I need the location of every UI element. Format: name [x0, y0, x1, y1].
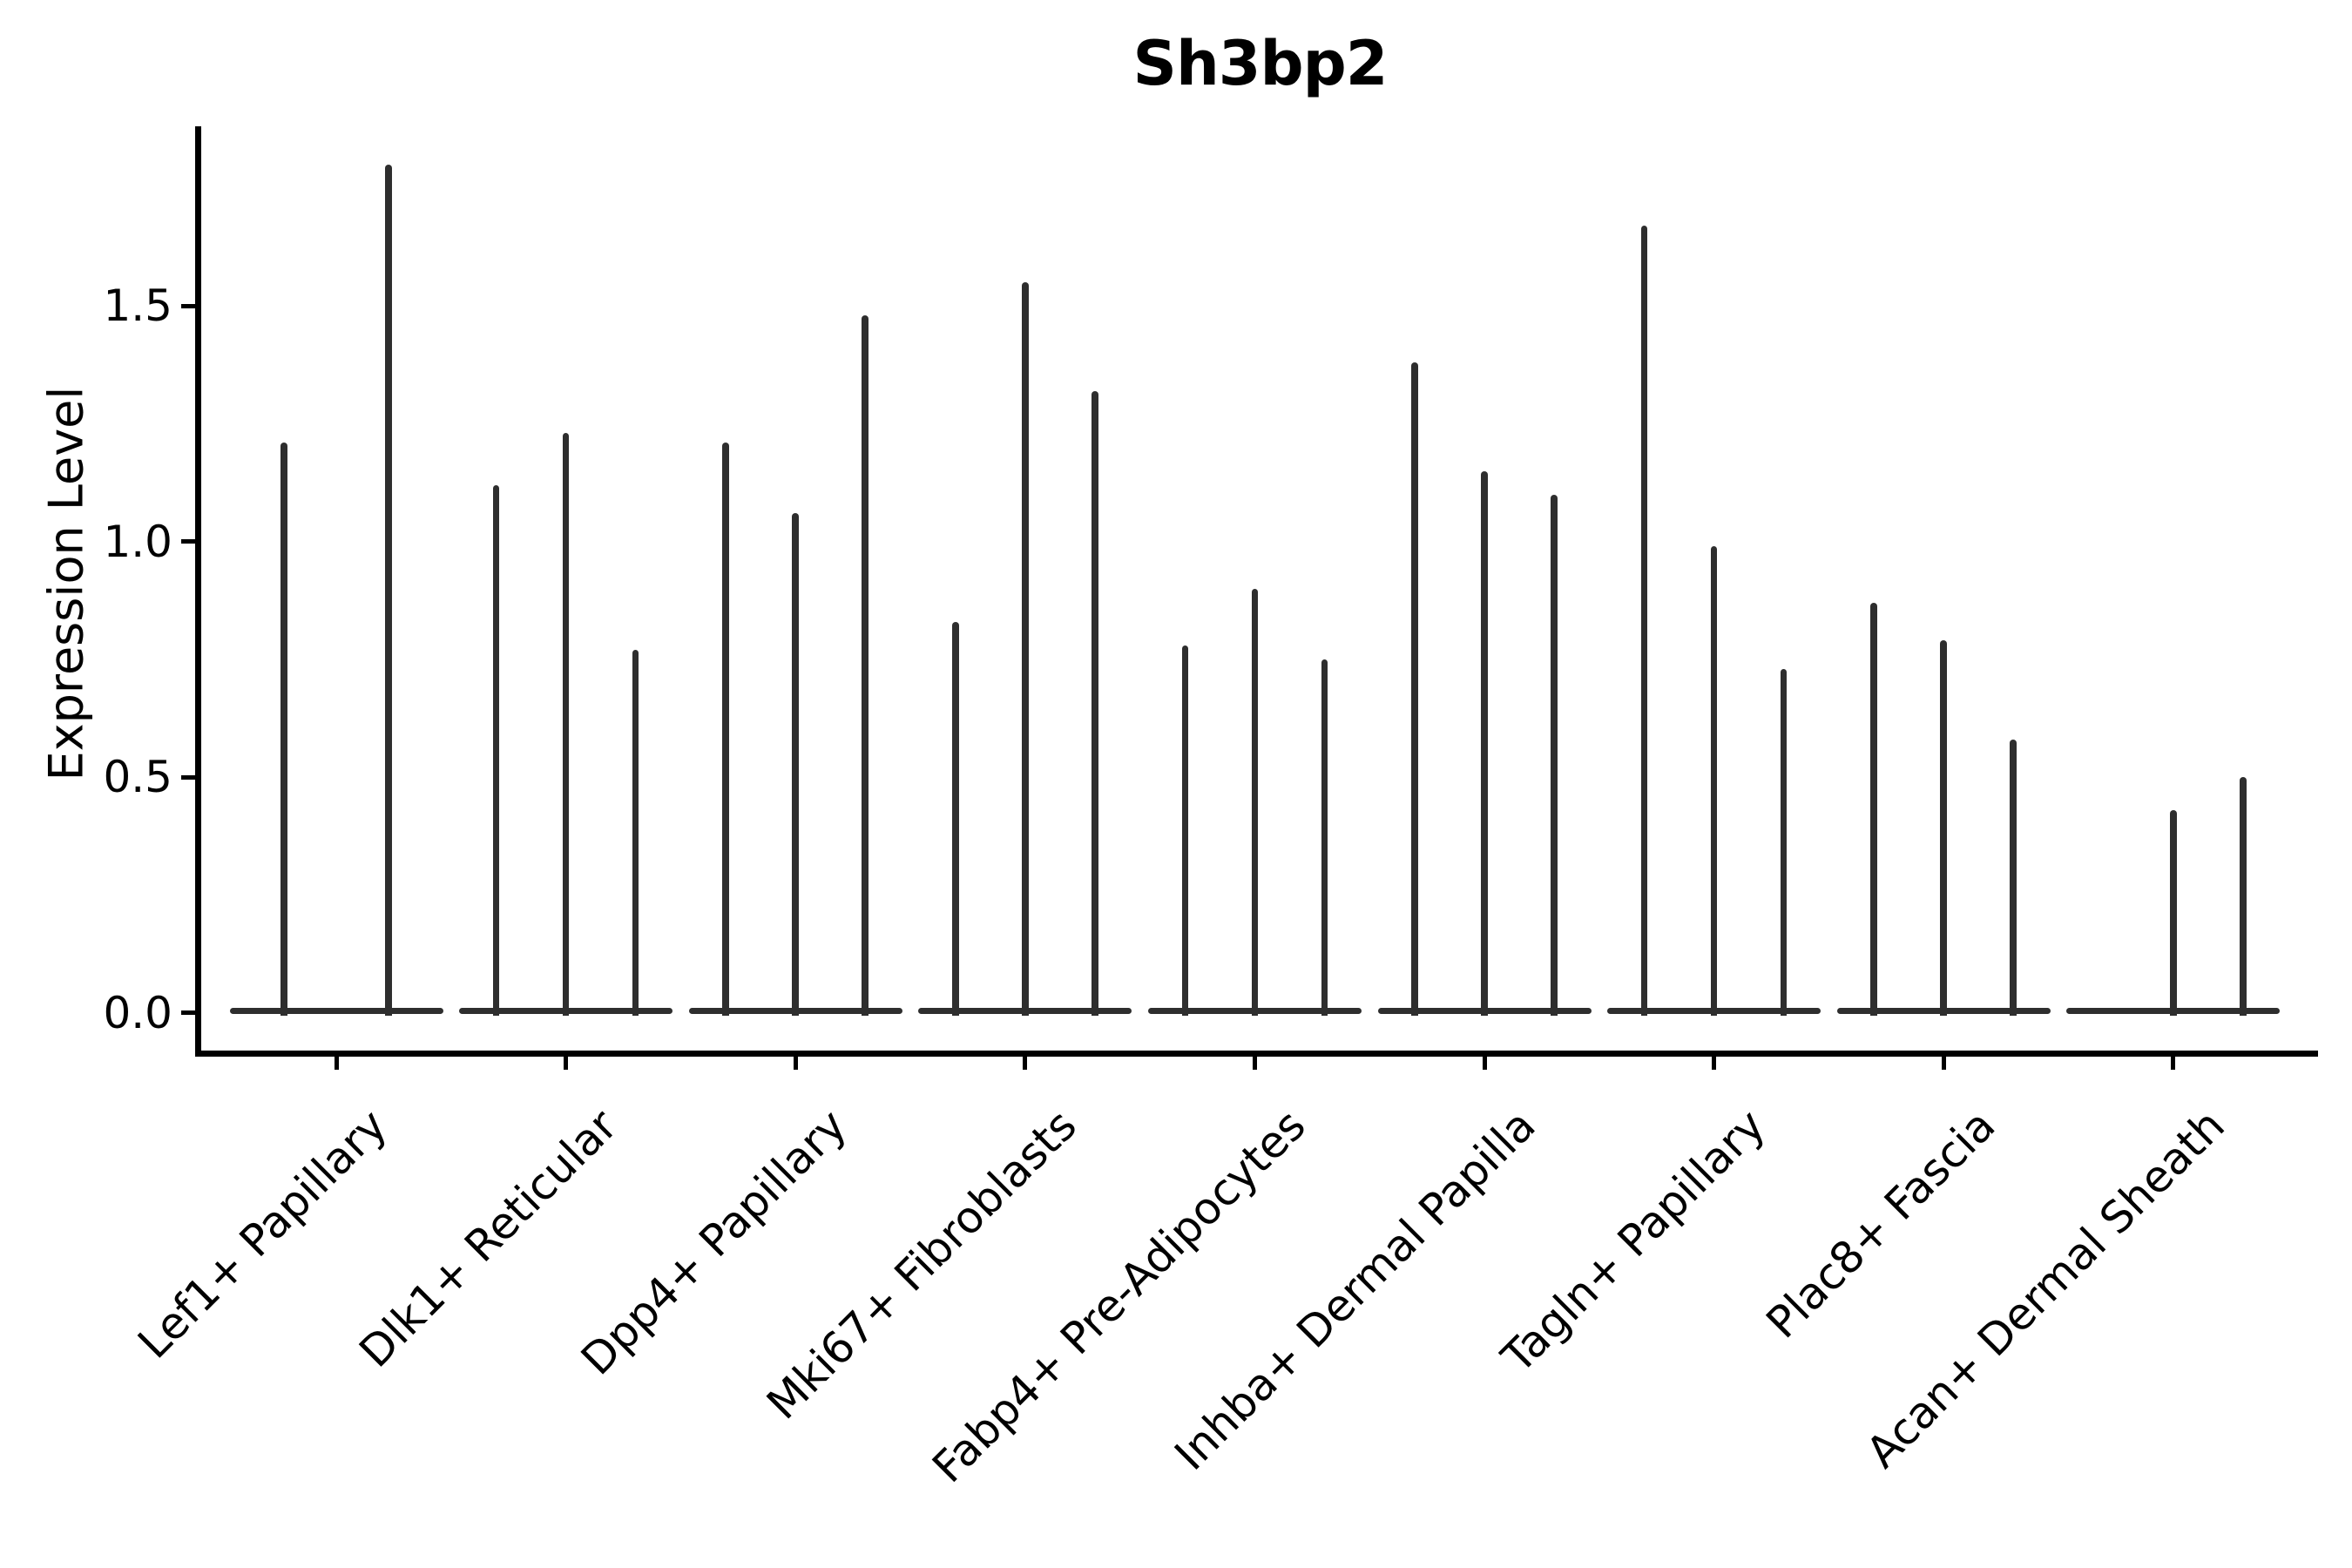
violin-needle [1780, 668, 1788, 1017]
chart-title: Sh3bp2 [1132, 28, 1389, 99]
violin-needle [632, 650, 639, 1017]
violin-needle [492, 484, 500, 1017]
violin-needle [562, 433, 570, 1017]
violin-needle [1181, 645, 1189, 1017]
x-axis-tick [334, 1056, 339, 1070]
violin-needle [1022, 282, 1029, 1017]
y-axis-tick [181, 539, 195, 544]
x-axis-tick [2171, 1056, 2176, 1070]
violin-needle [1640, 226, 1648, 1017]
y-axis-tick-label: 0.0 [103, 987, 172, 1038]
y-axis-tick [181, 1010, 195, 1015]
y-axis-tick-label: 1.0 [103, 516, 172, 567]
violin-needle [1481, 470, 1488, 1017]
y-axis-tick-label: 0.5 [103, 752, 172, 803]
x-axis-spine [194, 1051, 2318, 1057]
violin-needle [862, 315, 868, 1017]
y-axis-tick-label: 1.5 [103, 280, 172, 332]
y-axis-spine [194, 126, 201, 1057]
x-axis-tick-label: Lef1+ Papillary [128, 1099, 397, 1369]
violin-needle [792, 513, 799, 1017]
x-axis-tick [793, 1056, 798, 1070]
violin-baseline [229, 1007, 443, 1014]
x-axis-tick-label: Fabp4+ Pre-Adipocytes [923, 1099, 1316, 1493]
x-axis-tick [1712, 1056, 1717, 1070]
violin-needle [1411, 362, 1418, 1017]
x-axis-tick [1941, 1056, 1946, 1070]
violin-needle [1551, 494, 1558, 1017]
violin-needle [1870, 603, 1877, 1017]
violin-needle [2010, 739, 2017, 1017]
violin-needle [722, 443, 729, 1017]
violin-needle [2240, 777, 2247, 1017]
x-axis-tick-label: Plac8+ Fascia [1756, 1099, 2004, 1348]
x-axis-tick [1482, 1056, 1487, 1070]
violin-needle [1940, 640, 1947, 1017]
x-axis-tick [564, 1056, 569, 1070]
violin-needle [1321, 659, 1328, 1017]
y-axis-tick [181, 303, 195, 308]
violin-needle [1710, 546, 1718, 1017]
y-axis-label: Expression Level [38, 386, 94, 781]
violin-needle [385, 165, 392, 1017]
violin-needle [1092, 390, 1098, 1017]
x-axis-tick [1252, 1056, 1257, 1070]
violin-needle [2170, 809, 2177, 1017]
violin-needle [952, 621, 959, 1017]
x-axis-tick [1023, 1056, 1028, 1070]
violin-needle [280, 443, 287, 1017]
violin-needle [1251, 588, 1259, 1017]
y-axis-tick [181, 774, 195, 780]
